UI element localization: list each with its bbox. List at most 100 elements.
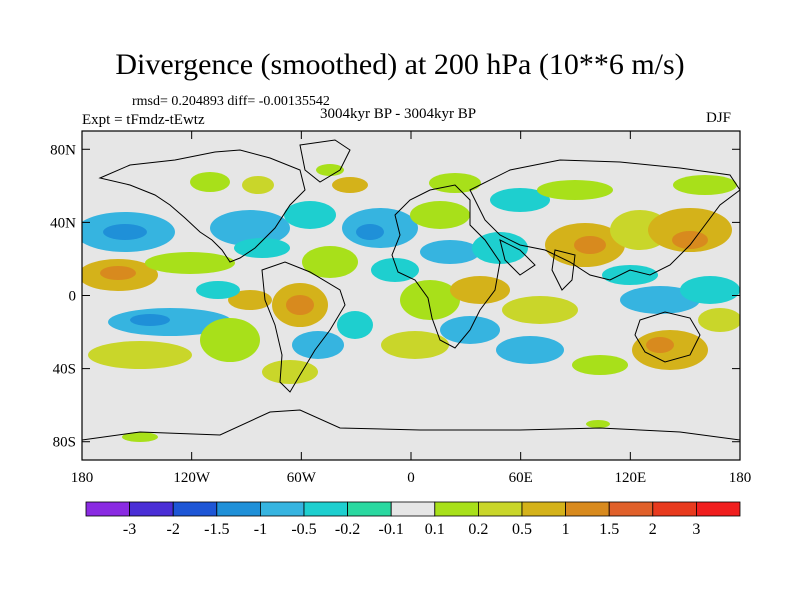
colorbar-label: 2 bbox=[649, 521, 657, 538]
lat-tick-label: 80N bbox=[50, 142, 76, 158]
colorbar-label: 1 bbox=[562, 521, 570, 538]
field-patch bbox=[472, 232, 528, 264]
field-patch bbox=[284, 201, 336, 229]
colorbar-bin bbox=[259, 501, 305, 517]
field-patch bbox=[602, 265, 658, 285]
coastline-greenland bbox=[299, 139, 351, 183]
lon-tick-label: 120W bbox=[173, 470, 211, 486]
colorbar-bin bbox=[172, 501, 218, 517]
field-patch bbox=[572, 355, 628, 375]
colorbar-bin bbox=[303, 501, 348, 517]
coastline-antarctica bbox=[82, 409, 740, 441]
colorbar-bin bbox=[347, 501, 392, 517]
colorbar-label: -0.1 bbox=[379, 521, 404, 538]
colorbar-label: -1.5 bbox=[204, 521, 229, 538]
lat-tick-label: 40N bbox=[50, 215, 76, 231]
field-patch bbox=[292, 331, 344, 359]
field-patch bbox=[698, 308, 740, 332]
colorbar-label: -3 bbox=[123, 521, 136, 538]
field-patch bbox=[88, 341, 192, 369]
lat-tick-label: 80S bbox=[53, 435, 76, 451]
field-patch bbox=[122, 432, 158, 442]
field-patch bbox=[210, 210, 290, 246]
field-patch bbox=[196, 281, 240, 299]
coastline-asia bbox=[469, 159, 740, 281]
field-patch bbox=[262, 360, 318, 384]
field-patch bbox=[620, 286, 700, 314]
colorbar-label: -2 bbox=[167, 521, 180, 538]
field-patch bbox=[302, 246, 358, 278]
lat-tick-label: 0 bbox=[69, 289, 77, 305]
field-patch bbox=[490, 188, 550, 212]
colorbar-bin bbox=[521, 501, 566, 517]
divergence-field bbox=[82, 164, 740, 442]
field-patch bbox=[648, 208, 732, 252]
coastline-arabia bbox=[499, 239, 536, 276]
colorbar: -3 -2 -1.5 -1 -0.5 -0.2 -0.1 0.1 0.2 0.5 1 1.5 2 3 bbox=[85, 501, 741, 538]
field-patch bbox=[410, 201, 470, 229]
colorbar-label: -0.5 bbox=[291, 521, 316, 538]
colorbar-label: -0.2 bbox=[335, 521, 360, 538]
field-patch bbox=[680, 276, 740, 304]
colorbar-label: 0.2 bbox=[468, 521, 488, 538]
field-patch bbox=[242, 176, 274, 194]
colorbar-bin bbox=[434, 501, 479, 517]
field-patch bbox=[356, 224, 384, 240]
longitude-axis: 180 120W 60W 0 60E 120E 180 bbox=[71, 131, 752, 486]
field-patch bbox=[673, 175, 737, 195]
field-patch bbox=[190, 172, 230, 192]
colorbar-bin bbox=[216, 501, 261, 517]
colorbar-bin bbox=[477, 501, 523, 517]
field-patch bbox=[316, 164, 344, 176]
field-patch bbox=[200, 318, 260, 362]
coastlines bbox=[82, 139, 740, 441]
field-patch bbox=[429, 173, 481, 193]
colorbar-label: 3 bbox=[692, 521, 700, 538]
field-patch bbox=[496, 336, 564, 364]
field-patch bbox=[145, 252, 235, 274]
field-patch bbox=[332, 177, 368, 193]
colorbar-label: 0.1 bbox=[425, 521, 445, 538]
field-patch bbox=[574, 236, 606, 254]
field-patch bbox=[100, 266, 136, 280]
field-patch bbox=[646, 337, 674, 353]
field-patch bbox=[337, 311, 373, 339]
colorbar-bin bbox=[565, 501, 610, 517]
colorbar-bin bbox=[696, 501, 741, 517]
lon-tick-label: 180 bbox=[71, 470, 94, 486]
colorbar-bin bbox=[608, 501, 654, 517]
field-patch bbox=[450, 276, 510, 304]
colorbar-bin bbox=[129, 501, 174, 517]
field-patch bbox=[400, 280, 460, 320]
lon-tick-label: 180 bbox=[729, 470, 752, 486]
colorbar-label: 0.5 bbox=[512, 521, 532, 538]
field-patch bbox=[103, 224, 147, 240]
field-patch bbox=[672, 231, 708, 249]
field-patch bbox=[586, 420, 610, 428]
field-patch bbox=[381, 331, 449, 359]
colorbar-bin bbox=[390, 501, 436, 517]
season-label: DJF bbox=[706, 110, 732, 126]
figure-title: Divergence (smoothed) at 200 hPa (10**6 … bbox=[115, 48, 685, 81]
colorbar-label: 1.5 bbox=[599, 521, 619, 538]
period-label: 3004kyr BP - 3004kyr BP bbox=[320, 106, 477, 122]
coastline-india bbox=[551, 249, 576, 291]
lon-tick-label: 120E bbox=[614, 470, 646, 486]
field-patch bbox=[130, 314, 170, 326]
coastline-africa-europe bbox=[391, 184, 501, 349]
field-patch bbox=[537, 180, 613, 200]
lon-tick-label: 0 bbox=[407, 470, 415, 486]
lon-tick-label: 60W bbox=[287, 470, 317, 486]
coastline-australia bbox=[634, 311, 701, 363]
field-patch bbox=[286, 295, 314, 315]
field-patch bbox=[502, 296, 578, 324]
coastline-south-america bbox=[261, 261, 346, 393]
colorbar-label: -1 bbox=[254, 521, 267, 538]
lon-tick-label: 60E bbox=[509, 470, 533, 486]
colorbar-bin bbox=[85, 501, 130, 517]
field-patch bbox=[420, 240, 480, 264]
stats-label: rmsd= 0.204893 diff= -0.00135542 bbox=[132, 94, 330, 109]
field-patch bbox=[228, 290, 272, 310]
lat-tick-label: 40S bbox=[53, 362, 76, 378]
